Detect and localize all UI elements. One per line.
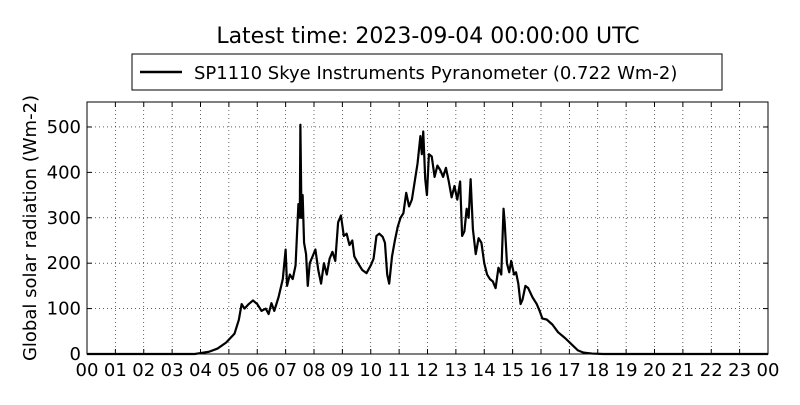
y-tick-label: 200 [47, 253, 81, 274]
x-tick-label: 23 [728, 360, 751, 381]
x-tick-label: 07 [274, 360, 297, 381]
x-tick-label: 02 [132, 360, 155, 381]
x-tick-label: 21 [671, 360, 694, 381]
x-tick-label: 00 [757, 360, 780, 381]
x-tick-label: 19 [615, 360, 638, 381]
x-tick-label: 16 [530, 360, 553, 381]
plot-frame [86, 101, 769, 355]
x-tick-label: 20 [643, 360, 666, 381]
grid [87, 102, 768, 354]
x-tick-label: 13 [444, 360, 467, 381]
x-tick-label: 12 [416, 360, 439, 381]
y-axis: 0 100 200 300 400 500 [47, 117, 768, 365]
x-tick-label: 05 [217, 360, 240, 381]
y-tick-label: 100 [47, 299, 81, 320]
x-tick-label: 04 [189, 360, 212, 381]
y-tick-label: 0 [70, 344, 81, 365]
x-tick-label: 18 [586, 360, 609, 381]
x-tick-label: 15 [501, 360, 524, 381]
x-tick-label: 14 [473, 360, 496, 381]
y-tick-label: 300 [47, 208, 81, 229]
series-line-pyranometer [87, 123, 768, 356]
x-tick-label: 22 [700, 360, 723, 381]
x-tick-label: 08 [303, 360, 326, 381]
legend-box [131, 53, 723, 91]
x-tick-label: 10 [359, 360, 382, 381]
x-tick-label: 11 [388, 360, 411, 381]
y-axis-label: Global solar radiation (Wm-2) [20, 95, 41, 361]
x-axis: 00 01 02 03 04 05 06 07 08 09 10 11 12 13 14 15 16 17 18 19… [76, 102, 780, 381]
legend: SP1110 Skye Instruments Pyranometer (0.7… [131, 53, 723, 91]
x-tick-label: 03 [161, 360, 184, 381]
y-tick-label: 500 [47, 117, 81, 138]
x-tick-label: 17 [558, 360, 581, 381]
legend-entry-label: SP1110 Skye Instruments Pyranometer (0.7… [194, 63, 677, 84]
y-tick-label: 400 [47, 162, 81, 183]
x-tick-label: 06 [246, 360, 269, 381]
chart-title: Latest time: 2023-09-04 00:00:00 UTC [216, 24, 639, 49]
x-tick-label: 09 [331, 360, 354, 381]
x-tick-label: 01 [104, 360, 127, 381]
x-tick-label: 00 [76, 360, 99, 381]
